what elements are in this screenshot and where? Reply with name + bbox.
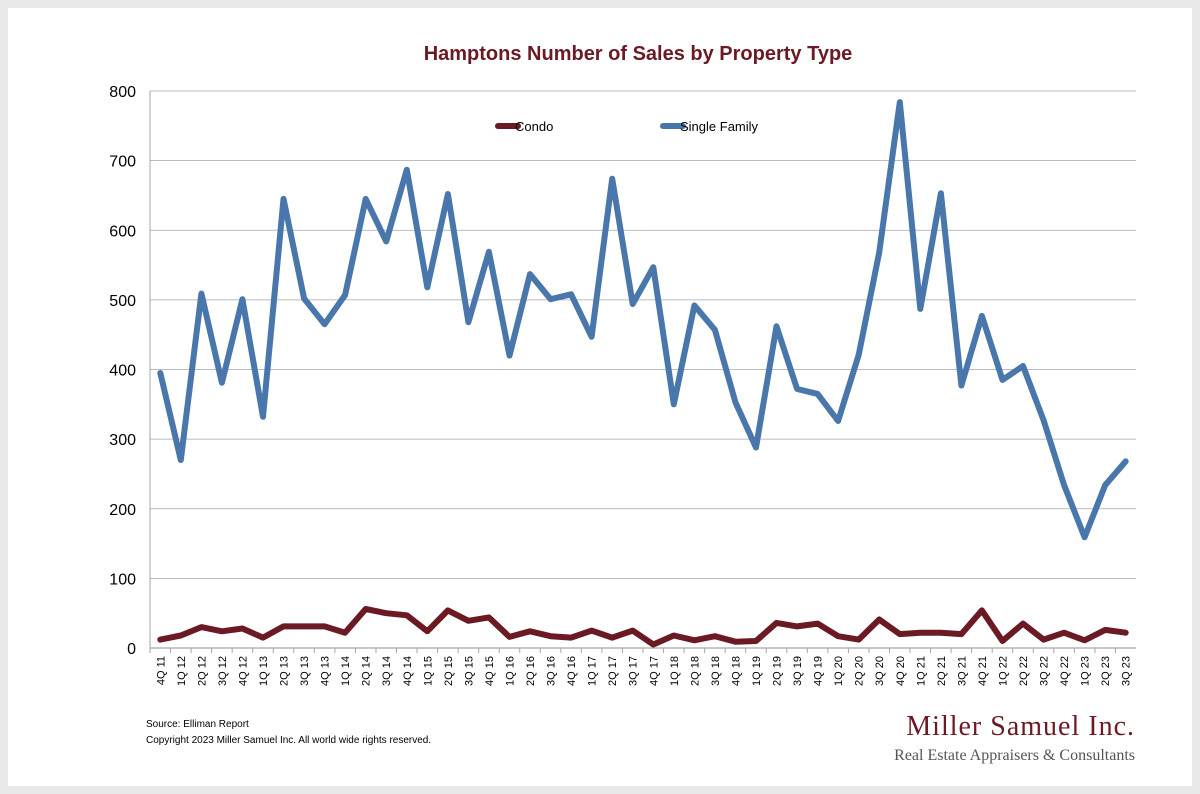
x-tick-label: 1Q 16 xyxy=(504,656,516,686)
x-tick-label: 2Q 20 xyxy=(854,656,866,686)
legend: Condo Single Family xyxy=(495,119,759,134)
brand-logo-name: Miller Samuel Inc. xyxy=(906,711,1135,742)
x-tick-label: 2Q 14 xyxy=(361,656,373,686)
x-tick-label: 3Q 23 xyxy=(1121,656,1133,686)
gridlines xyxy=(149,90,1136,649)
x-tick-label: 4Q 17 xyxy=(648,656,660,686)
x-tick-label: 4Q 11 xyxy=(155,656,167,685)
x-tick-label: 1Q 19 xyxy=(751,656,763,686)
x-tick-label: 2Q 23 xyxy=(1100,656,1112,686)
x-tick-label: 1Q 17 xyxy=(587,656,599,686)
x-tick-label: 2Q 22 xyxy=(1018,656,1030,686)
x-tick-label: 3Q 13 xyxy=(299,656,311,686)
x-tick-label: 1Q 13 xyxy=(258,656,270,686)
x-tick-label: 4Q 22 xyxy=(1059,656,1071,686)
x-tick-label: 2Q 17 xyxy=(607,656,619,686)
x-tick-label: 1Q 22 xyxy=(997,656,1009,686)
x-tick-label: 2Q 21 xyxy=(936,656,948,686)
legend-label-single-family: Single Family xyxy=(680,119,759,134)
x-tick-label: 2Q 19 xyxy=(772,656,784,686)
x-tick-label: 4Q 16 xyxy=(566,656,578,686)
copyright-note: Copyright 2023 Miller Samuel Inc. All wo… xyxy=(146,735,431,746)
y-tick-label: 0 xyxy=(127,641,136,658)
y-tick-label: 500 xyxy=(109,293,136,310)
x-tick-label: 3Q 22 xyxy=(1039,656,1051,686)
chart-title: Hamptons Number of Sales by Property Typ… xyxy=(424,43,853,65)
x-tick-label: 4Q 19 xyxy=(813,656,825,686)
x-tick-label: 4Q 14 xyxy=(402,656,414,686)
y-tick-label: 300 xyxy=(109,432,136,449)
x-tick-label: 3Q 19 xyxy=(792,656,804,686)
series-lines xyxy=(157,99,1129,648)
x-tick-label: 4Q 20 xyxy=(895,656,907,686)
x-tick-label: 4Q 13 xyxy=(320,656,332,686)
x-tick-label: 1Q 18 xyxy=(669,656,681,686)
x-tick-label: 2Q 18 xyxy=(689,656,701,686)
x-tick-label: 1Q 12 xyxy=(176,656,188,686)
y-tick-label: 100 xyxy=(109,571,136,588)
x-tick-label: 3Q 20 xyxy=(874,656,886,686)
line-chart: Hamptons Number of Sales by Property Typ… xyxy=(109,43,1136,764)
x-tick-label: 3Q 21 xyxy=(956,656,968,686)
legend-label-condo: Condo xyxy=(515,119,553,134)
x-tick-label: 2Q 13 xyxy=(279,656,291,686)
series-line-condo xyxy=(157,606,1129,648)
x-tick-label: 3Q 14 xyxy=(381,656,393,686)
x-tick-label: 1Q 23 xyxy=(1080,656,1092,686)
x-tick-label: 4Q 15 xyxy=(484,656,496,686)
brand-tagline: Real Estate Appraisers & Consultants xyxy=(894,747,1135,764)
x-tick-label: 3Q 15 xyxy=(463,656,475,686)
y-tick-label: 400 xyxy=(109,363,136,380)
x-tick-label: 4Q 18 xyxy=(730,656,742,686)
y-axis-ticks: 0 100 200 300 400 500 600 700 800 xyxy=(109,84,136,658)
x-tick-label: 1Q 15 xyxy=(422,656,434,686)
x-tick-label: 4Q 21 xyxy=(977,656,989,686)
series-line-single-family xyxy=(157,99,1129,541)
x-tick-label: 3Q 16 xyxy=(546,656,558,686)
x-tick-label: 3Q 12 xyxy=(217,656,229,686)
x-axis-ticks: 4Q 11 1Q 12 2Q 12 3Q 12 4Q 12 1Q 13 2Q 13 3Q 13… xyxy=(149,648,1133,686)
x-tick-label: 2Q 16 xyxy=(525,656,537,686)
x-tick-label: 4Q 12 xyxy=(237,656,249,686)
x-tick-label: 1Q 21 xyxy=(915,656,927,686)
y-tick-label: 800 xyxy=(109,84,136,101)
y-tick-label: 200 xyxy=(109,502,136,519)
source-note: Source: Elliman Report xyxy=(146,719,249,730)
y-tick-label: 600 xyxy=(109,223,136,240)
x-tick-label: 2Q 12 xyxy=(196,656,208,686)
y-tick-label: 700 xyxy=(109,154,136,171)
x-tick-label: 1Q 14 xyxy=(340,656,352,686)
chart-frame: Hamptons Number of Sales by Property Typ… xyxy=(8,8,1192,786)
x-tick-label: 3Q 18 xyxy=(710,656,722,686)
x-tick-label: 1Q 20 xyxy=(833,656,845,686)
x-tick-label: 3Q 17 xyxy=(628,656,640,686)
x-tick-label: 2Q 15 xyxy=(443,656,455,686)
